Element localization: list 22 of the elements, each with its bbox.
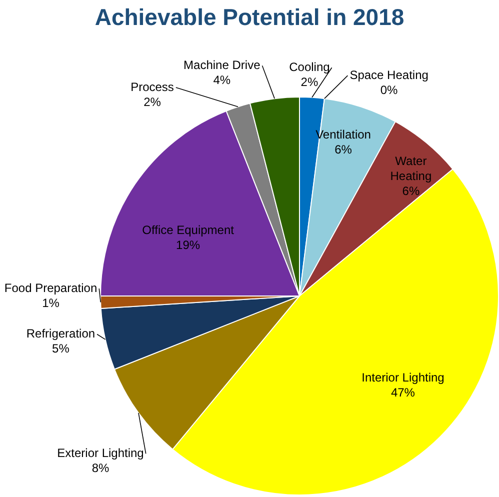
slice-label: Machine Drive	[184, 58, 261, 72]
text: 0%	[380, 82, 398, 97]
slice-label: Interior Lighting	[362, 370, 444, 384]
data-label: 2%	[300, 74, 318, 89]
chart-title: Achievable Potential in 2018	[94, 4, 406, 31]
data-label: 6%	[334, 142, 352, 157]
data-label: 5%	[52, 342, 70, 356]
data-label: 8%	[92, 460, 110, 475]
data-label: 19%	[176, 238, 200, 252]
data-label: 2%	[144, 94, 162, 109]
slice-label: Food Preparation	[4, 280, 98, 295]
data-label: 4%	[213, 72, 231, 87]
slice-label: Process	[130, 80, 174, 94]
slice-label: Office Equipment	[142, 223, 235, 238]
data-label: 47%	[390, 385, 416, 400]
slice-label: Cooling	[289, 60, 330, 74]
slice-label: Refrigeration	[26, 326, 96, 341]
slice-label: Exterior Lighting	[57, 446, 144, 460]
data-label: 1%	[42, 296, 60, 310]
slice-label: Water Heating	[390, 154, 432, 183]
data-label: 6%	[402, 184, 420, 198]
category-label: Space Heating	[350, 68, 428, 82]
